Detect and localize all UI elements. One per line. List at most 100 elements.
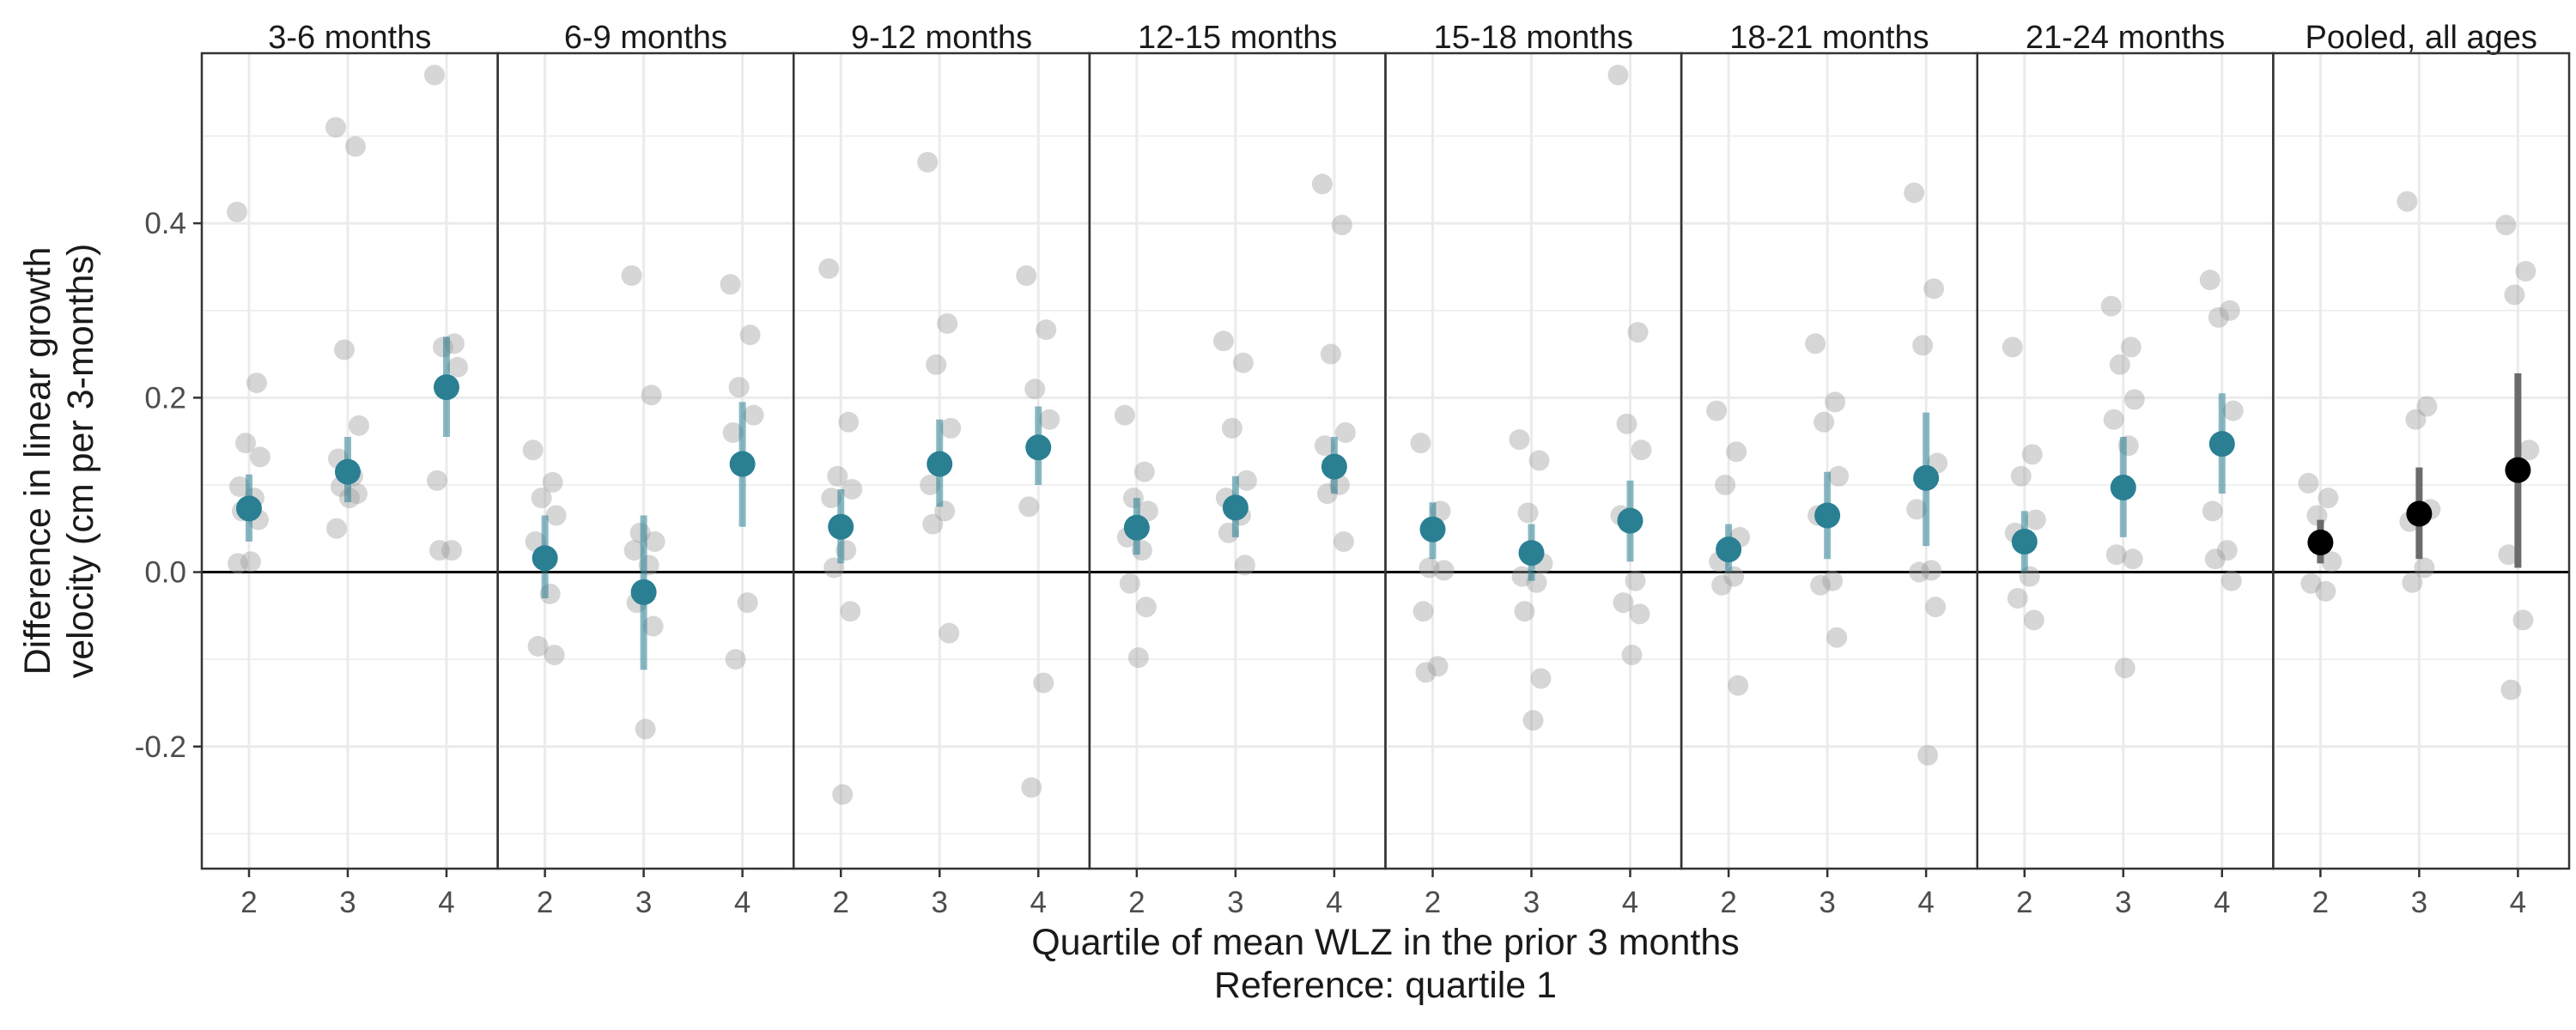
cohort-point [1133, 461, 1155, 482]
cohort-point [2518, 439, 2540, 461]
y-axis-title-line: velocity (cm per 3-months) [60, 244, 101, 679]
cohort-point [2416, 396, 2438, 417]
cohort-point [2216, 540, 2238, 561]
cohort-point [424, 64, 445, 86]
cohort-point [2219, 300, 2240, 321]
cohort-point [1706, 400, 1728, 421]
x-tick-label: 3 [932, 886, 948, 919]
cohort-point [2222, 400, 2244, 421]
cohort-point [926, 354, 947, 375]
cohort-point [939, 622, 960, 644]
facet-panel-8: Pooled, all ages 2 3 4 [2272, 20, 2571, 919]
cohort-point [2208, 306, 2229, 328]
cohort-point [1415, 662, 1437, 683]
x-tick-label: 2 [1720, 886, 1736, 919]
cohort-point [2023, 609, 2044, 631]
cohort-point [345, 136, 366, 157]
cohort-point [1805, 333, 1826, 354]
cohort-point [2515, 261, 2537, 282]
cohort-point [325, 117, 346, 138]
cohort-point [1212, 330, 1234, 352]
cohort-point [1828, 465, 1850, 487]
x-axis-title-line: Reference: quartile 1 [1214, 965, 1557, 1006]
cohort-point [250, 446, 270, 468]
cohort-point [2105, 544, 2127, 566]
cohort-point [1909, 561, 1930, 583]
cohort-point [347, 483, 368, 505]
x-tick-label: 4 [2510, 886, 2526, 919]
facet-panel-7: 21-24 months 2 3 4 [1976, 20, 2275, 919]
cohort-point [841, 479, 863, 500]
x-tick-label: 4 [1622, 886, 1638, 919]
facet-panels: 3-6 months 2 3 4 6-9 months 2 3 4 9-12 months 2 3 4… [135, 20, 2571, 919]
cohort-point [1715, 474, 1736, 495]
cohort-point [240, 551, 261, 573]
cohort-point [1119, 573, 1140, 594]
cohort-point [840, 601, 861, 622]
cohort-point [1607, 64, 1629, 86]
cohort-point [1528, 450, 1550, 471]
cohort-point [1314, 435, 1335, 457]
x-tick-label: 2 [2016, 886, 2032, 919]
cohort-point [441, 540, 462, 561]
cohort-point [2199, 270, 2221, 291]
x-tick-label: 2 [1425, 886, 1441, 919]
facet-panel-4: 12-15 months 2 3 4 [1088, 20, 1387, 919]
cohort-point [940, 417, 962, 439]
cohort-point [1018, 496, 1040, 518]
cohort-point [2495, 215, 2517, 236]
cohort-point [1232, 352, 1254, 373]
cohort-point [228, 553, 248, 574]
cohort-point [1627, 322, 1649, 343]
cohort-point [1825, 391, 1846, 413]
facet-title: 15-18 months [1434, 20, 1633, 56]
cohort-point [2512, 609, 2534, 631]
cohort-point [821, 488, 842, 509]
x-tick-label: 3 [2411, 886, 2427, 919]
facet-panel-1: 3-6 months 2 3 4 [200, 20, 499, 919]
cohort-point [427, 470, 447, 491]
cohort-point [827, 465, 848, 487]
cohort-point [1419, 557, 1440, 579]
cohort-point [2405, 409, 2427, 430]
cohort-point [2202, 500, 2223, 522]
cohort-point [246, 373, 267, 394]
cohort-point [2103, 409, 2124, 430]
point-estimate [828, 513, 854, 540]
cohort-point [1333, 530, 1354, 552]
x-tick-label: 3 [1819, 886, 1835, 919]
point-estimate [1716, 536, 1742, 563]
facet-title: 18-21 months [1729, 20, 1929, 56]
x-tick-label: 4 [1917, 886, 1934, 919]
x-tick-label: 4 [1030, 886, 1047, 919]
x-axis-title: Quartile of mean WLZ in the prior 3 mont… [1031, 922, 1740, 1006]
point-estimate [2406, 500, 2433, 527]
cohort-point [2321, 551, 2342, 573]
cohort-point [1311, 173, 1333, 195]
cohort-point [1711, 574, 1733, 596]
cohort-point [2021, 444, 2043, 465]
cohort-point [621, 265, 642, 287]
x-tick-label: 3 [339, 886, 355, 919]
cohort-point [838, 411, 860, 433]
x-tick-label: 4 [438, 886, 454, 919]
cohort-point [2300, 573, 2322, 594]
cohort-point [1517, 502, 1539, 524]
point-estimate [2208, 431, 2235, 457]
point-estimate [2110, 474, 2136, 500]
cohort-point [1728, 675, 1749, 696]
cohort-point [1822, 570, 1844, 591]
cohort-point [1016, 265, 1037, 287]
cohort-point [2123, 389, 2145, 410]
cohort-point [1137, 500, 1158, 522]
cohort-point [334, 339, 355, 360]
cohort-point [1912, 335, 1934, 356]
y-tick-label: 0.2 [144, 381, 186, 415]
facet-title: 6-9 months [564, 20, 727, 56]
cohort-point [2414, 557, 2435, 579]
point-estimate [1419, 516, 1446, 542]
point-estimate [2505, 457, 2531, 483]
cohort-point [531, 488, 552, 509]
x-axis-title-line: Quartile of mean WLZ in the prior 3 mont… [1031, 922, 1740, 963]
cohort-point [1433, 560, 1455, 581]
